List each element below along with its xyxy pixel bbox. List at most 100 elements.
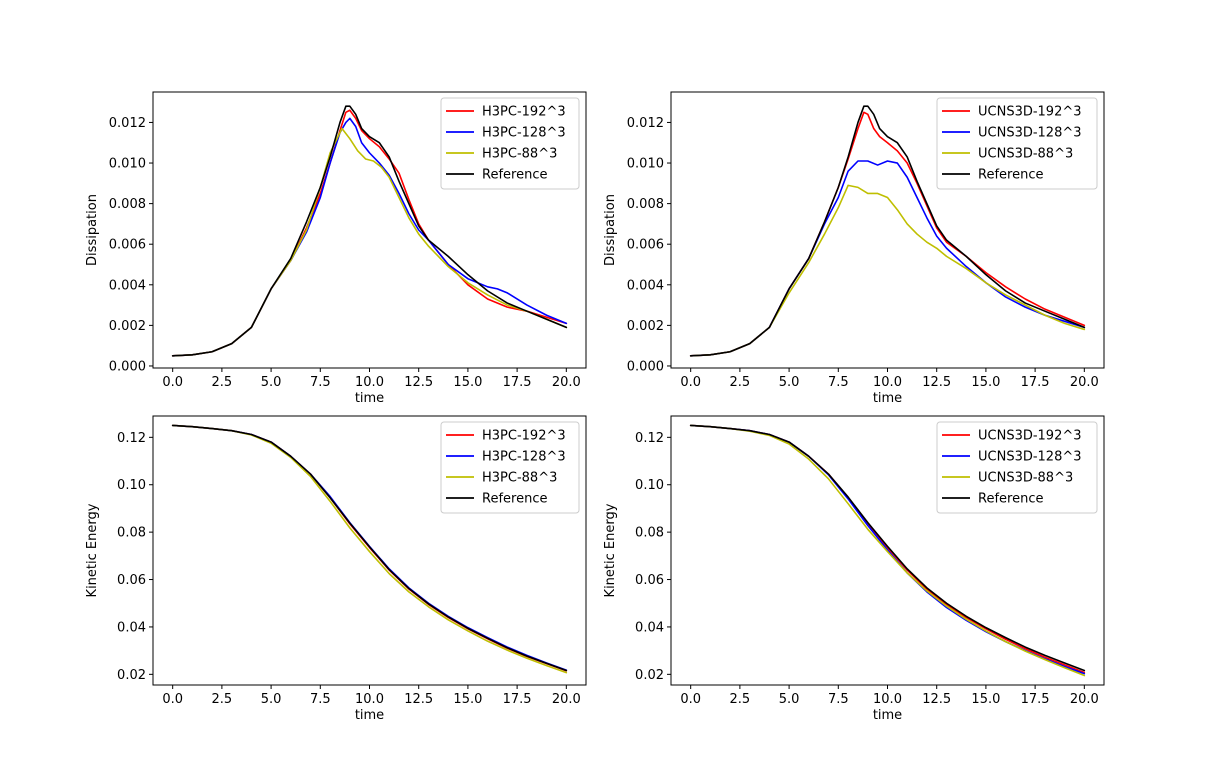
legend-label: UCNS3D-192^3 xyxy=(978,105,1082,120)
legend-label: UCNS3D-192^3 xyxy=(978,429,1082,444)
y-tick-label: 0.002 xyxy=(109,319,146,334)
x-tick-label: 10.0 xyxy=(873,692,902,707)
legend: H3PC-192^3 H3PC-128^3 H3PC-88^3 Reference xyxy=(440,97,580,190)
x-tick-label: 10.0 xyxy=(873,375,902,390)
y-tick-label: 0.004 xyxy=(627,278,664,293)
x-tick-label: 17.5 xyxy=(1021,375,1050,390)
legend-label: H3PC-88^3 xyxy=(482,147,557,162)
legend-label: H3PC-128^3 xyxy=(482,126,566,141)
y-tick-label: 0.000 xyxy=(627,359,664,374)
x-tick-label: 12.5 xyxy=(404,692,433,707)
x-tick-label: 15.0 xyxy=(971,375,1000,390)
series-group xyxy=(171,105,568,357)
x-tick-label: 20.0 xyxy=(552,692,581,707)
legend-box xyxy=(936,97,1098,190)
y-tick-label: 0.08 xyxy=(117,526,146,541)
legend-label: UCNS3D-88^3 xyxy=(978,147,1073,162)
legend-box xyxy=(440,421,580,514)
x-tick-label: 15.0 xyxy=(453,375,482,390)
chart-panel-1: 0.0 2.5 5.0 7.5 10.0 12.5 15.0 17.5 20.0 0.000 0.0… xyxy=(85,91,587,406)
y-tick-label: 0.06 xyxy=(635,573,664,588)
legend-label: Reference xyxy=(482,492,547,507)
x-axis-label: time xyxy=(355,708,384,723)
y-tick-label: 0.10 xyxy=(117,478,146,493)
x-tick-label: 7.5 xyxy=(828,692,849,707)
y-tick-label: 0.000 xyxy=(109,359,146,374)
x-tick-label: 20.0 xyxy=(1070,692,1099,707)
y-tick-label: 0.02 xyxy=(635,668,664,683)
y-tick-label: 0.008 xyxy=(627,197,664,212)
y-tick-label: 0.012 xyxy=(109,116,146,131)
y-tick-label: 0.006 xyxy=(109,238,146,253)
series-line-reference xyxy=(171,105,568,357)
x-tick-label: 12.5 xyxy=(922,692,951,707)
legend-label: UCNS3D-128^3 xyxy=(978,450,1082,465)
y-tick-label: 0.004 xyxy=(109,278,146,293)
x-tick-label: 10.0 xyxy=(355,375,384,390)
x-tick-label: 0.0 xyxy=(162,692,183,707)
y-tick-label: 0.10 xyxy=(635,478,664,493)
legend: UCNS3D-192^3 UCNS3D-128^3 UCNS3D-88^3 Refer… xyxy=(936,97,1098,190)
chart-panel-4: 0.0 2.5 5.0 7.5 10.0 12.5 15.0 17.5 20.0 0.02 0.04… xyxy=(603,415,1105,723)
x-tick-label: 17.5 xyxy=(503,692,532,707)
legend-box xyxy=(440,97,580,190)
y-axis-label: Dissipation xyxy=(85,194,100,266)
x-tick-label: 20.0 xyxy=(552,375,581,390)
y-tick-label: 0.012 xyxy=(627,116,664,131)
y-tick-label: 0.006 xyxy=(627,238,664,253)
x-tick-label: 0.0 xyxy=(680,375,701,390)
x-tick-label: 17.5 xyxy=(503,375,532,390)
chart-panel-3: 0.0 2.5 5.0 7.5 10.0 12.5 15.0 17.5 20.0 0.02 0.04… xyxy=(85,415,587,723)
y-tick-label: 0.04 xyxy=(117,620,146,635)
y-tick-label: 0.010 xyxy=(627,157,664,172)
x-tick-label: 7.5 xyxy=(310,692,331,707)
legend: H3PC-192^3 H3PC-128^3 H3PC-88^3 Reference xyxy=(440,421,580,514)
x-tick-label: 10.0 xyxy=(355,692,384,707)
x-tick-label: 20.0 xyxy=(1070,375,1099,390)
x-tick-label: 2.5 xyxy=(730,375,751,390)
legend-label: Reference xyxy=(978,168,1043,183)
x-tick-label: 7.5 xyxy=(310,375,331,390)
y-tick-label: 0.12 xyxy=(635,431,664,446)
legend: UCNS3D-192^3 UCNS3D-128^3 UCNS3D-88^3 Refer… xyxy=(936,421,1098,514)
y-tick-label: 0.04 xyxy=(635,620,664,635)
legend-box xyxy=(936,421,1098,514)
x-tick-label: 12.5 xyxy=(922,375,951,390)
y-tick-label: 0.12 xyxy=(117,431,146,446)
y-axis-label: Kinetic Energy xyxy=(85,503,100,597)
series-group xyxy=(171,424,568,674)
series-group xyxy=(689,424,1086,677)
y-tick-label: 0.002 xyxy=(627,319,664,334)
x-tick-label: 5.0 xyxy=(779,692,800,707)
series-line-reference xyxy=(689,424,1086,672)
x-tick-label: 2.5 xyxy=(730,692,751,707)
x-axis-label: time xyxy=(873,708,902,723)
y-tick-label: 0.06 xyxy=(117,573,146,588)
y-axis-label: Dissipation xyxy=(603,194,618,266)
y-tick-label: 0.008 xyxy=(109,197,146,212)
x-tick-label: 15.0 xyxy=(453,692,482,707)
y-tick-label: 0.02 xyxy=(117,668,146,683)
series-line-reference xyxy=(689,105,1086,357)
legend-label: H3PC-192^3 xyxy=(482,105,566,120)
x-tick-label: 2.5 xyxy=(212,692,233,707)
x-tick-label: 0.0 xyxy=(680,692,701,707)
legend-label: H3PC-88^3 xyxy=(482,471,557,486)
legend-label: H3PC-128^3 xyxy=(482,450,566,465)
series-group xyxy=(689,105,1086,357)
legend-label: Reference xyxy=(482,168,547,183)
x-tick-label: 5.0 xyxy=(779,375,800,390)
x-tick-label: 5.0 xyxy=(261,692,282,707)
x-tick-label: 17.5 xyxy=(1021,692,1050,707)
legend-label: Reference xyxy=(978,492,1043,507)
x-axis-label: time xyxy=(355,391,384,406)
y-axis-label: Kinetic Energy xyxy=(603,503,618,597)
legend-label: H3PC-192^3 xyxy=(482,429,566,444)
chart-panel-2: 0.0 2.5 5.0 7.5 10.0 12.5 15.0 17.5 20.0 0.000 0.0… xyxy=(603,91,1105,406)
y-tick-label: 0.08 xyxy=(635,526,664,541)
series-line-reference xyxy=(171,424,568,672)
y-tick-label: 0.010 xyxy=(109,157,146,172)
x-tick-label: 0.0 xyxy=(162,375,183,390)
legend-label: UCNS3D-88^3 xyxy=(978,471,1073,486)
